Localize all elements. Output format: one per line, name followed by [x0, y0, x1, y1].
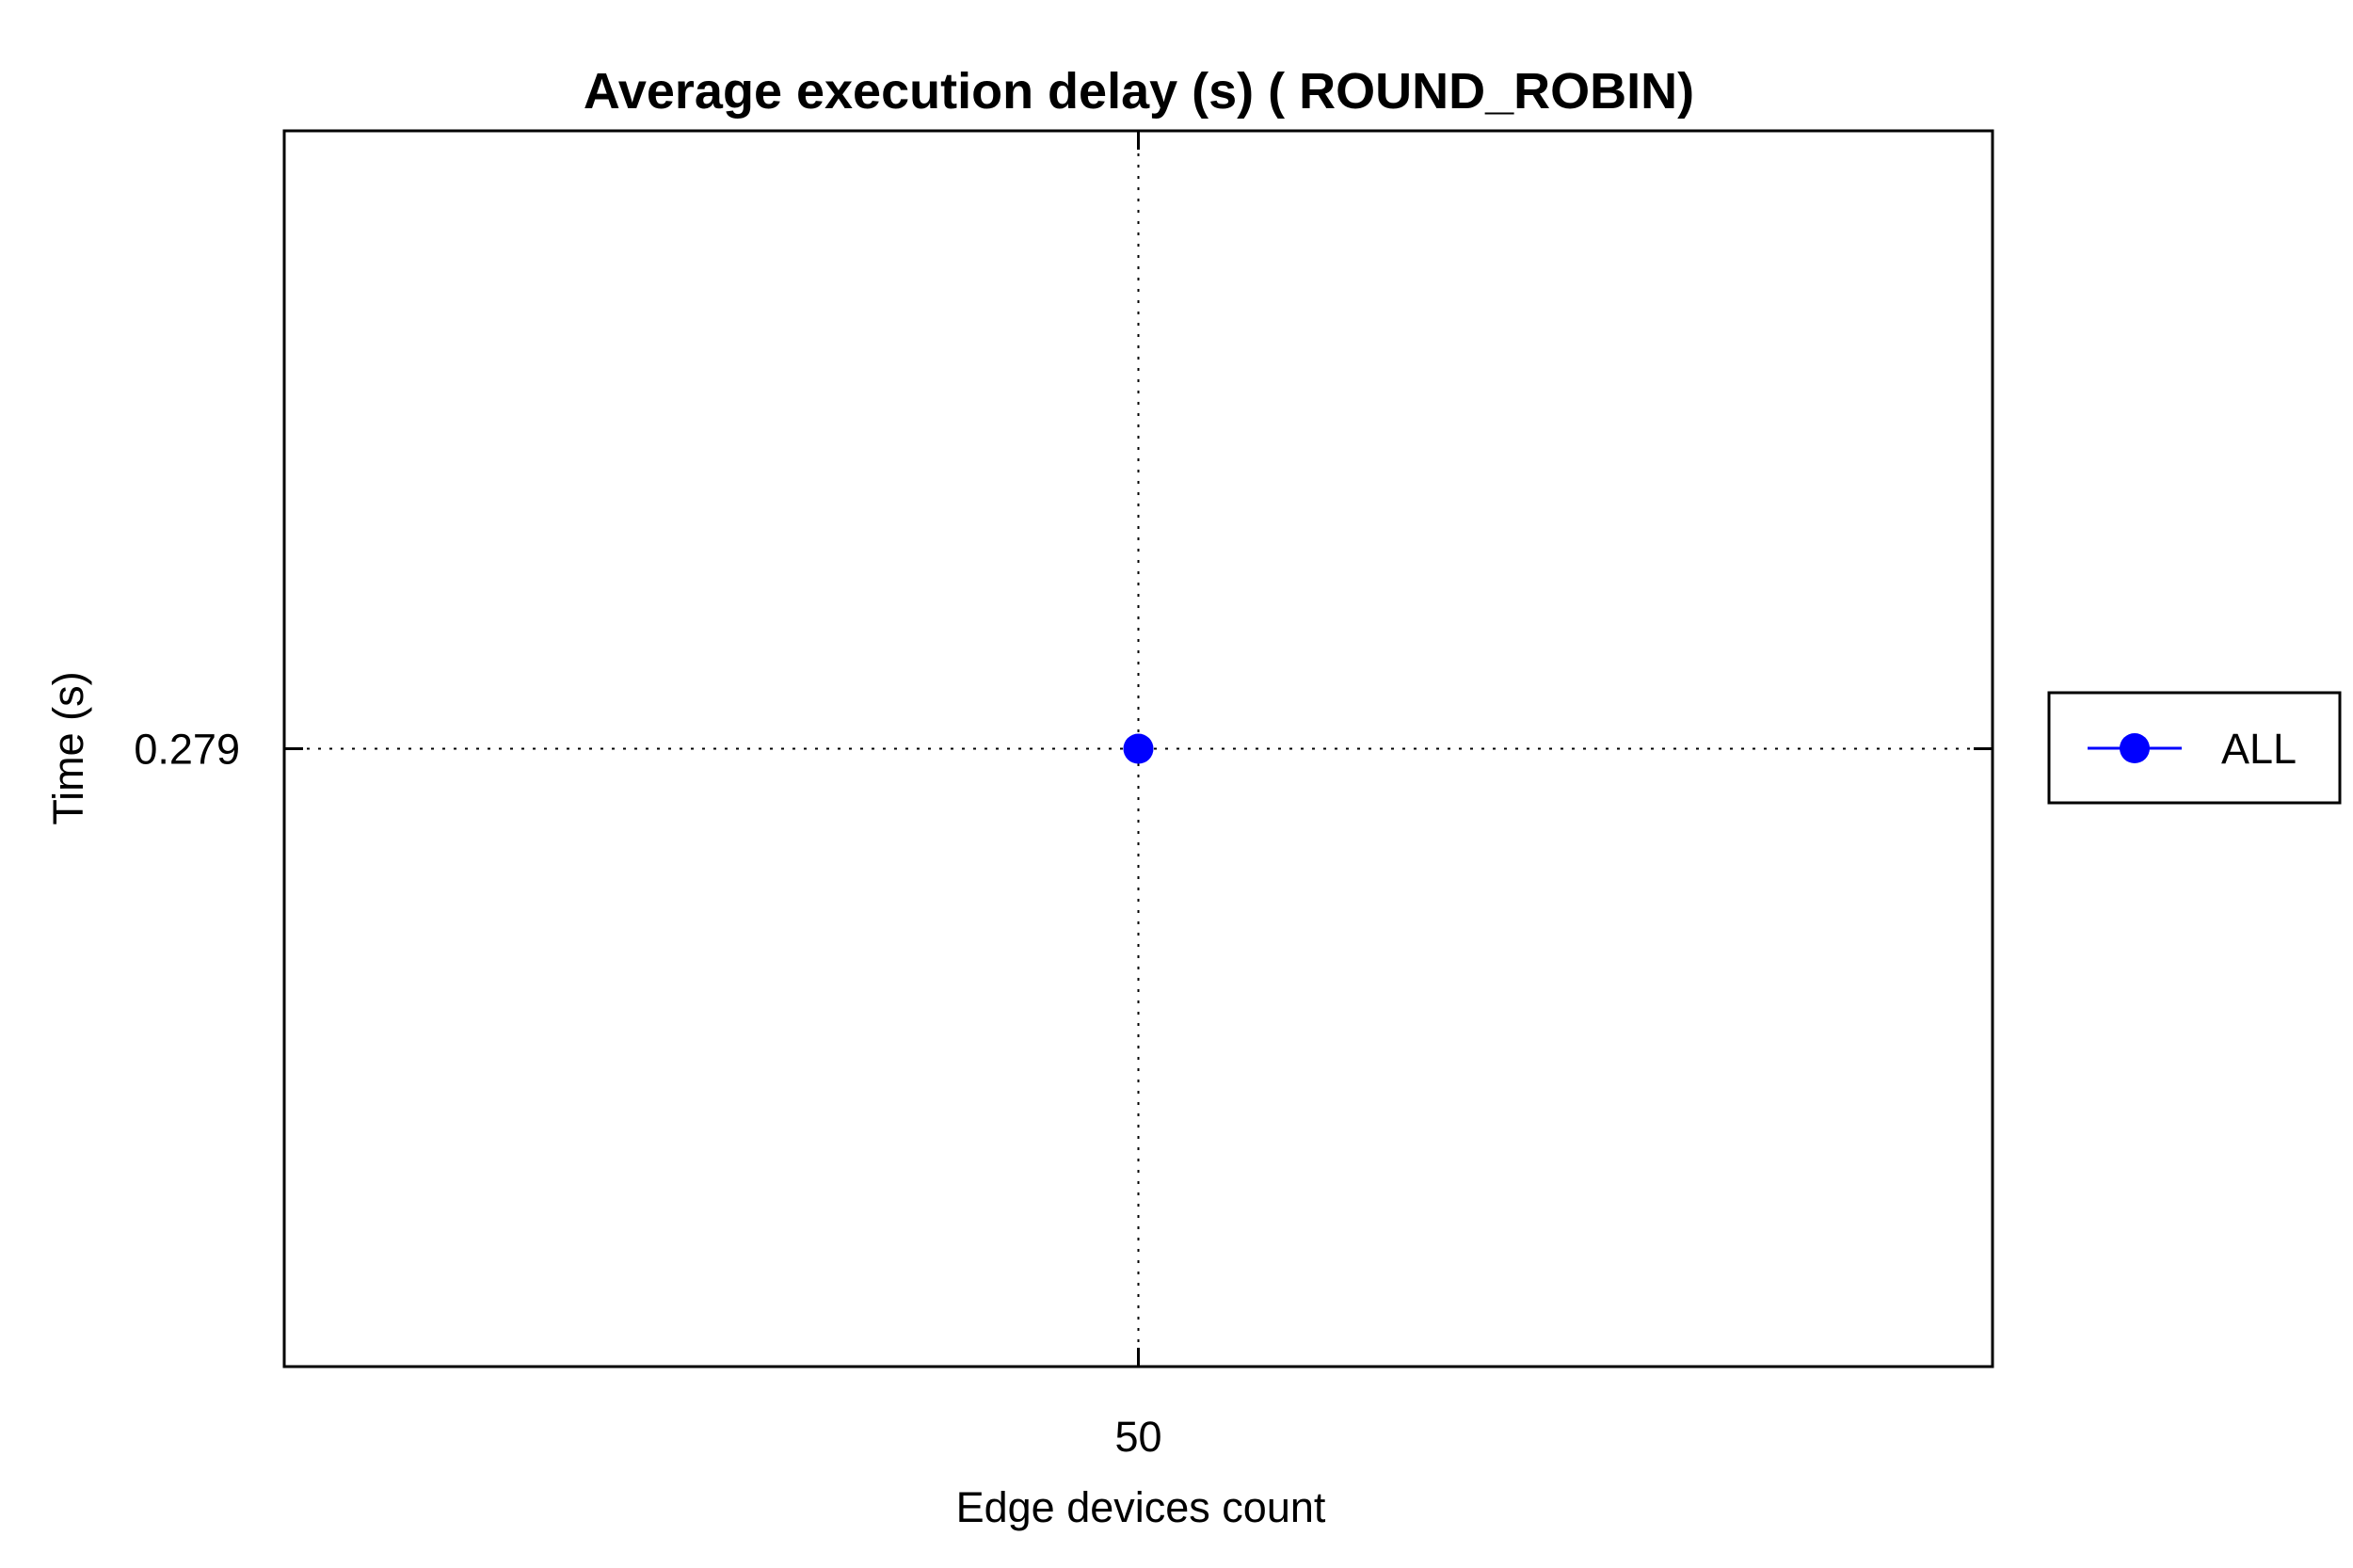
legend: ALL — [2047, 691, 2342, 805]
data-point-0-0 — [1123, 733, 1154, 764]
y-tick-label-0: 0.279 — [134, 726, 240, 774]
x-axis-label: Edge devices count — [956, 1483, 1326, 1531]
legend-marker — [2120, 733, 2150, 763]
data-series — [1123, 733, 1154, 764]
chart-title: Average execution delay (s) ( ROUND_ROBI… — [584, 63, 1694, 120]
legend-label-all: ALL — [2221, 725, 2297, 773]
axis-ticks: 50 0.279 — [134, 131, 1993, 1461]
y-axis-label: Time (s) — [44, 671, 92, 824]
x-tick-label-0: 50 — [1114, 1413, 1161, 1461]
plot-area-frame — [282, 129, 1994, 1368]
grid-lines — [284, 131, 1993, 1367]
